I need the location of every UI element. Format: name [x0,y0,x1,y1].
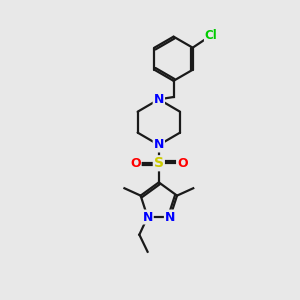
Text: Cl: Cl [205,29,217,42]
Text: N: N [165,211,175,224]
Text: N: N [142,211,153,224]
Text: O: O [130,157,141,170]
Text: N: N [154,139,164,152]
Text: S: S [154,156,164,170]
Text: N: N [154,93,164,106]
Text: O: O [177,157,188,170]
